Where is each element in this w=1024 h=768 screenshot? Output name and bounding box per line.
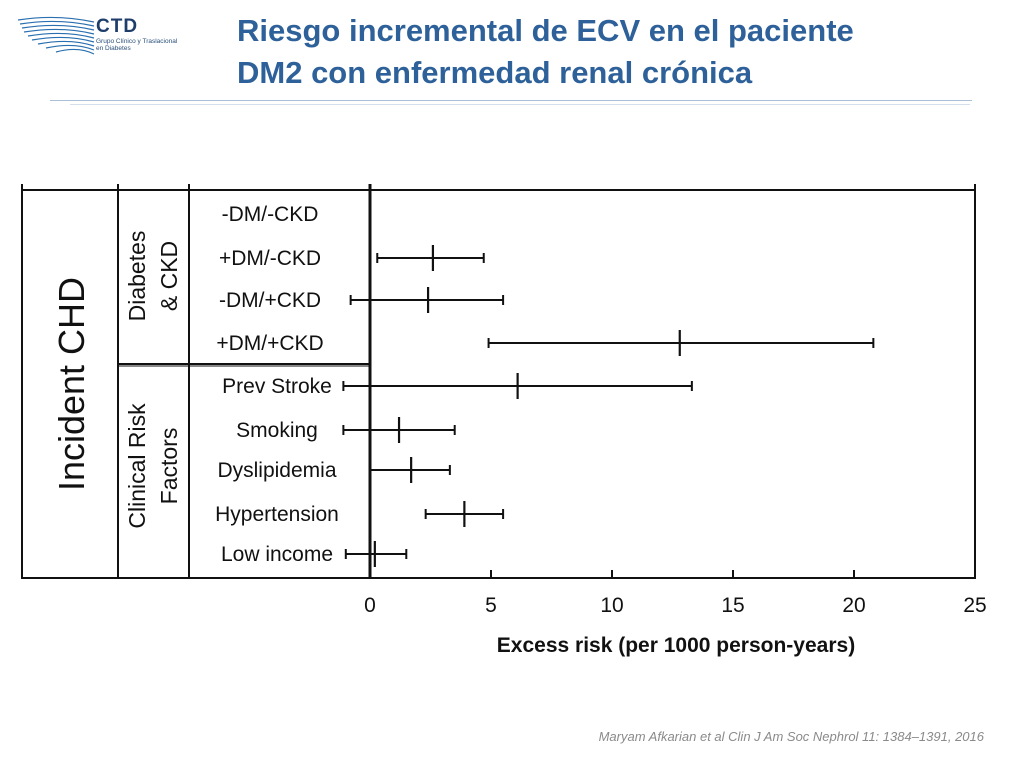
row-label: +DM/+CKD (216, 332, 323, 355)
row-label: -DM/-CKD (222, 203, 319, 226)
x-tick-label: 20 (842, 594, 865, 617)
row-label: Dyslipidemia (217, 459, 336, 482)
outcome-label: Incident CHD (51, 277, 92, 491)
group-label: Factors (156, 428, 182, 505)
row-label: -DM/+CKD (219, 289, 321, 312)
ctd-logo (16, 12, 196, 60)
logo-subtitle-2: en Diabetes (96, 45, 131, 52)
citation: Maryam Afkarian et al Clin J Am Soc Neph… (598, 729, 984, 744)
group-label: & CKD (156, 241, 182, 311)
group-label: Clinical Risk (124, 403, 150, 529)
title-divider (50, 100, 972, 101)
x-tick-label: 5 (485, 594, 497, 617)
ctd-logo-mark-icon (17, 16, 95, 55)
slide-title: Riesgo incremental de ECV en el paciente… (237, 10, 997, 94)
row-label: Low income (221, 543, 333, 566)
x-tick-label: 10 (600, 594, 623, 617)
x-tick-label: 0 (364, 594, 376, 617)
row-label: Prev Stroke (222, 375, 332, 398)
title-divider-secondary (70, 104, 970, 105)
x-axis-label: Excess risk (per 1000 person-years) (497, 634, 855, 657)
row-label: Hypertension (215, 503, 339, 526)
slide-title-line-2: DM2 con enfermedad renal crónica (237, 55, 753, 90)
logo-text: CTD Grupo Clínico y Traslacional en Diab… (96, 16, 196, 52)
slide-title-line-1: Riesgo incremental de ECV en el paciente (237, 13, 854, 48)
group-label: Diabetes (124, 231, 150, 322)
row-label: Smoking (236, 419, 318, 442)
logo-subtitle-1: Grupo Clínico y Traslacional (96, 38, 178, 45)
x-tick-label: 25 (963, 594, 986, 617)
logo-name: CTD (96, 16, 139, 37)
x-tick-label: 15 (721, 594, 744, 617)
row-label: +DM/-CKD (219, 247, 321, 270)
